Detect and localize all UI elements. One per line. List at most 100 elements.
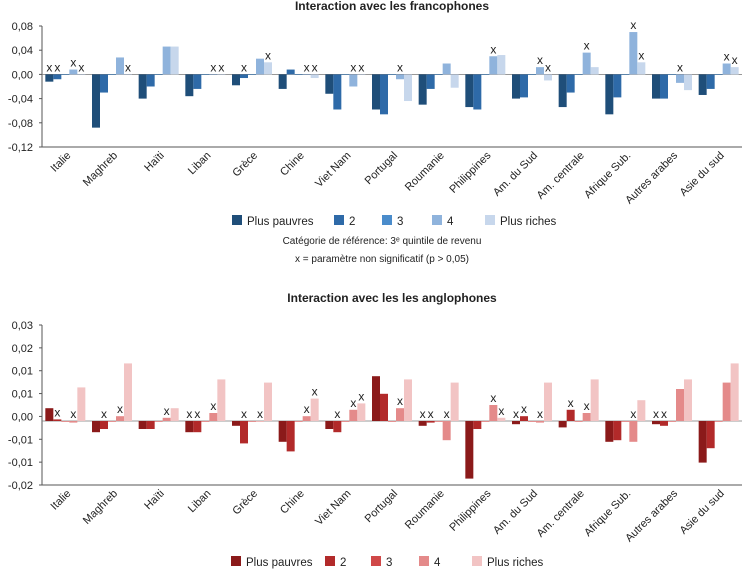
bar-2-8-2 [434,421,443,422]
bar-1-3-0 [185,74,194,97]
nonsig-marker: x [724,50,730,64]
legend-label: 3 [386,557,392,569]
bar-1-13-0 [652,74,660,99]
category-label: Haïti [142,150,166,174]
category-label: Liban [186,150,214,178]
bar-1-2-2 [154,74,163,75]
bar-1-10-2 [528,74,536,75]
bar-1-8-2 [434,74,443,75]
bar-2-5-4 [310,398,319,421]
category-label: Philippines [447,487,493,533]
nonsig-marker: x [677,60,683,74]
bar-2-6-1 [333,421,342,433]
nonsig-marker: x [350,60,356,74]
bar-2-3-0 [185,421,194,433]
bar-2-12-4 [637,400,646,421]
category-label: Maghreb [81,488,120,527]
bar-1-3-2 [201,74,210,75]
bar-1-12-4 [637,62,646,75]
category-label: Roumanie [403,150,447,194]
bar-1-12-3 [629,32,638,75]
nonsig-marker: x [350,396,356,410]
nonsig-marker: x [312,385,318,399]
bar-1-1-4 [124,74,132,75]
bar-1-9-3 [489,56,498,75]
nonsig-marker: x [661,407,667,421]
bar-1-9-0 [465,74,474,108]
bar-2-1-2 [108,421,116,422]
bar-2-0-3 [69,421,78,423]
bar-2-5-0 [278,421,287,442]
chart-title: Interaction avec les les anglophones [287,291,497,305]
nonsig-marker: x [490,391,496,405]
bar-1-4-3 [256,58,264,75]
bar-2-0-2 [61,421,70,422]
legend-swatch [485,215,495,225]
bar-1-14-1 [706,74,715,89]
category-label: Roumanie [403,488,447,532]
chart-1: Interaction avec les francophones 0,08 0,0… [8,0,742,265]
bar-1-3-3 [209,74,218,75]
chart-note: x = paramètre non significatif (p > 0,05… [295,254,469,265]
bar-2-2-1 [146,421,155,429]
nonsig-marker: x [630,407,636,421]
bar-1-11-3 [582,52,591,75]
bar-1-7-0 [372,74,380,110]
nonsig-marker: x [194,407,200,421]
bar-2-12-1 [613,421,622,441]
bar-1-6-3 [349,74,358,87]
nonsig-marker: x [521,402,527,416]
y-tick-label: -0,12 [8,142,33,154]
nonsig-marker: x [304,60,310,74]
legend-swatch [334,215,344,225]
legend-swatch [232,215,242,225]
bar-1-12-0 [605,74,614,115]
bar-2-2-0 [138,421,147,429]
category-label: Chine [278,488,307,517]
nonsig-marker: x [568,396,574,410]
bar-2-10-4 [544,382,552,421]
legend-label: Plus riches [500,216,556,228]
nonsig-marker: x [537,53,543,67]
bar-1-11-0 [558,74,567,108]
bar-2-10-3 [536,421,544,423]
nonsig-marker: x [218,60,224,74]
bar-2-11-1 [566,409,575,421]
bar-2-9-0 [465,421,474,479]
category-label: Asie du sud [678,150,727,199]
bar-1-7-3 [396,74,404,80]
bar-2-2-4 [170,408,179,421]
bar-2-13-1 [660,421,668,426]
bar-2-6-2 [341,421,350,422]
bar-2-8-3 [442,421,451,441]
bar-2-0-4 [77,387,86,421]
category-label: Portugal [363,488,400,525]
y-tick-label: -0,04 [8,94,33,106]
bar-2-5-3 [302,416,311,421]
bar-2-3-4 [217,379,226,421]
y-tick-label: -0,02 [8,480,33,492]
category-label: Grèce [230,488,260,518]
category-label: Philippines [447,149,493,195]
bar-1-9-1 [473,74,482,110]
bar-2-4-4 [264,382,272,421]
bar-1-2-4 [170,46,179,75]
bar-2-5-2 [294,421,303,422]
bar-1-10-1 [520,74,528,98]
y-tick-label: 0,01 [12,366,33,378]
bar-2-7-4 [404,379,412,421]
bar-1-9-4 [497,55,506,75]
bar-1-14-4 [730,67,739,75]
bar-1-13-1 [660,74,668,99]
nonsig-marker: x [241,407,247,421]
bar-2-14-4 [730,363,739,421]
bar-1-14-3 [722,63,731,75]
bar-1-0-2 [61,74,70,75]
bar-1-8-1 [426,74,435,89]
bar-2-1-3 [116,416,124,421]
category-label: Afrique Sub. [582,488,633,539]
bar-1-3-1 [193,74,202,89]
bar-2-13-2 [668,421,676,422]
bar-2-3-2 [201,421,210,422]
